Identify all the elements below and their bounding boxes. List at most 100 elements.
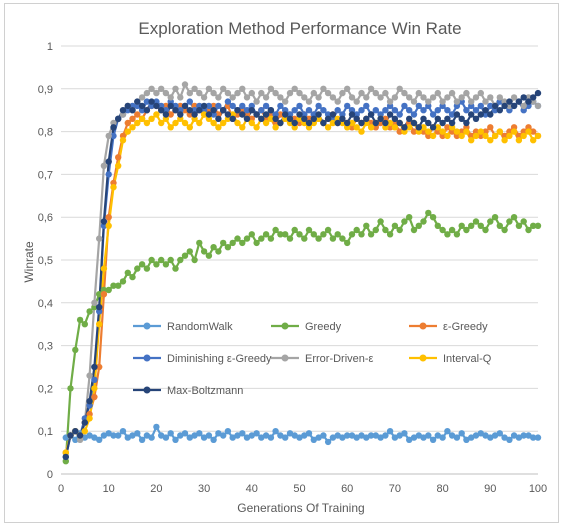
data-point <box>477 222 484 229</box>
data-point <box>382 119 389 127</box>
data-point <box>324 115 332 123</box>
series-markers <box>62 81 542 465</box>
data-point <box>224 111 232 118</box>
data-point <box>162 261 170 268</box>
data-point <box>277 102 284 110</box>
data-point <box>458 115 465 123</box>
data-point <box>358 107 365 114</box>
data-point <box>339 235 346 242</box>
data-point <box>448 119 456 127</box>
data-point <box>172 119 179 127</box>
data-point <box>530 222 537 229</box>
data-point <box>334 231 341 238</box>
y-tick-label: 0,9 <box>38 84 53 96</box>
y-tick-labels: 0 0,1 0,2 0,3 0,4 0,5 0,6 0,7 0,8 0,9 1 <box>38 41 53 481</box>
data-point <box>434 107 441 114</box>
data-point <box>196 107 203 114</box>
data-point <box>463 119 470 127</box>
data-point <box>458 94 465 101</box>
data-point <box>487 102 494 110</box>
data-point <box>81 428 89 435</box>
data-point <box>224 89 232 97</box>
data-point <box>239 430 246 437</box>
data-point <box>429 94 437 101</box>
data-point <box>472 218 480 225</box>
data-point <box>396 111 403 118</box>
series-lines <box>64 83 539 462</box>
data-point <box>401 430 408 437</box>
data-point <box>105 214 112 221</box>
data-point <box>200 434 208 441</box>
data-point <box>105 171 112 178</box>
data-point <box>534 132 542 140</box>
data-point <box>215 102 222 110</box>
data-point <box>86 415 93 422</box>
data-point <box>401 89 408 97</box>
data-point <box>406 436 413 443</box>
data-point <box>339 434 346 441</box>
data-point <box>267 85 275 93</box>
data-point <box>496 128 503 135</box>
data-point <box>425 432 432 439</box>
data-point <box>210 107 217 114</box>
data-point <box>448 226 456 234</box>
data-point <box>344 102 351 110</box>
data-point <box>124 102 131 110</box>
x-tick-label: 70 <box>389 483 401 495</box>
data-point <box>348 111 356 118</box>
data-point <box>372 89 379 97</box>
data-point <box>153 423 160 431</box>
data-point <box>353 115 360 123</box>
y-tick-label: 0,2 <box>38 383 53 395</box>
data-point <box>344 239 351 247</box>
data-point <box>253 430 260 437</box>
data-point <box>520 218 527 225</box>
data-point <box>334 107 341 114</box>
data-point <box>468 111 475 118</box>
data-point <box>444 94 451 101</box>
x-tick-label: 20 <box>150 483 162 495</box>
data-point <box>243 434 251 441</box>
data-point <box>110 282 117 289</box>
data-point <box>272 115 279 123</box>
data-point <box>420 124 427 131</box>
data-point <box>234 107 241 114</box>
data-point <box>158 85 165 93</box>
data-point <box>439 119 446 127</box>
data-point <box>482 132 489 140</box>
legend-swatch-marker <box>143 322 151 330</box>
data-point <box>439 128 446 135</box>
data-point <box>200 94 208 101</box>
data-point <box>248 119 255 127</box>
data-point <box>448 432 456 439</box>
data-point <box>472 432 480 439</box>
data-point <box>110 184 117 191</box>
data-point <box>310 231 317 238</box>
data-point <box>439 226 446 234</box>
data-point <box>253 239 260 247</box>
data-point <box>468 222 475 229</box>
data-point <box>401 102 408 110</box>
data-point <box>477 89 484 97</box>
data-point <box>229 102 236 110</box>
data-point <box>482 107 489 114</box>
data-point <box>72 428 79 435</box>
data-point <box>377 434 384 441</box>
data-point <box>410 111 418 118</box>
data-point <box>301 235 308 242</box>
data-point <box>386 119 394 127</box>
data-point <box>487 124 494 131</box>
data-point <box>363 115 370 123</box>
data-point <box>448 89 456 97</box>
data-point <box>115 282 122 289</box>
series-line <box>64 92 539 458</box>
data-point <box>196 119 203 127</box>
data-point <box>248 231 255 238</box>
data-point <box>406 94 413 101</box>
data-point <box>358 89 365 97</box>
data-point <box>282 231 289 238</box>
data-point <box>67 385 74 392</box>
data-point <box>477 128 484 135</box>
data-point <box>310 436 317 443</box>
data-point <box>315 434 322 441</box>
